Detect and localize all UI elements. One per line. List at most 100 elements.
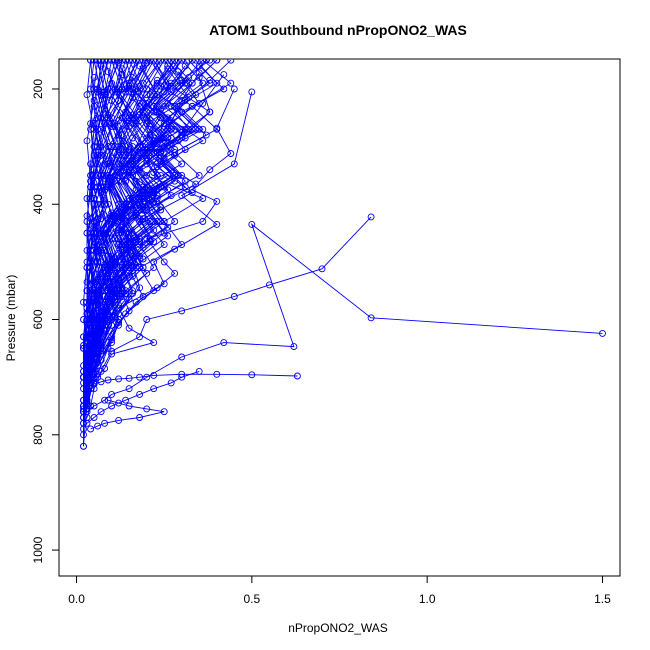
data-point — [118, 200, 126, 208]
data-point — [87, 125, 95, 133]
data-point — [94, 362, 102, 370]
data-point — [174, 137, 182, 145]
data-point — [227, 79, 235, 87]
data-point — [97, 269, 105, 277]
data-point — [160, 82, 168, 90]
series-line-1 — [83, 88, 235, 412]
x-tick-label: 0.0 — [68, 592, 85, 606]
data-point — [122, 108, 130, 116]
data-point — [115, 177, 123, 185]
data-point — [108, 278, 116, 286]
data-point — [139, 148, 147, 156]
data-point — [206, 166, 214, 174]
data-point — [206, 76, 214, 84]
data-point — [153, 195, 161, 202]
data-point — [160, 102, 168, 110]
x-tick-label: 0.5 — [244, 592, 261, 606]
data-point — [129, 114, 137, 122]
data-point — [125, 59, 133, 64]
data-point — [171, 269, 179, 277]
data-point — [97, 378, 105, 386]
x-axis-label: nPropONO2_WAS — [288, 621, 388, 635]
data-point — [150, 339, 158, 347]
data-point — [150, 371, 158, 379]
data-point — [195, 125, 203, 133]
data-point — [87, 85, 95, 93]
data-point — [97, 59, 105, 64]
data-point — [132, 298, 140, 306]
data-point — [136, 166, 144, 174]
data-point — [80, 442, 87, 450]
data-point — [129, 195, 137, 202]
x-tick-label: 1.5 — [594, 592, 611, 606]
data-point — [87, 287, 95, 295]
data-point — [90, 278, 98, 286]
data-point — [178, 97, 186, 104]
data-point — [104, 200, 112, 208]
x-axis: 0.0 0.5 1.0 1.5 — [68, 575, 611, 606]
data-point — [87, 333, 95, 341]
data-point — [129, 85, 137, 93]
data-point — [87, 298, 95, 306]
data-point — [83, 137, 91, 145]
data-point — [83, 339, 91, 347]
series-line-90 — [90, 399, 165, 430]
data-point — [181, 125, 189, 133]
data-point — [90, 151, 98, 159]
data-point — [146, 148, 154, 156]
data-point — [206, 108, 214, 116]
series-line-70 — [83, 60, 99, 378]
data-point — [136, 218, 144, 225]
data-point — [227, 150, 235, 157]
data-point — [94, 316, 102, 323]
data-point — [171, 171, 179, 179]
data-point — [101, 278, 109, 286]
data-point — [118, 59, 126, 64]
data-point — [111, 85, 119, 93]
data-point — [150, 134, 158, 142]
data-point — [185, 59, 193, 64]
data-point — [97, 287, 105, 295]
data-point — [178, 160, 186, 168]
data-point — [101, 105, 109, 113]
x-tick-label: 1.0 — [419, 592, 436, 606]
data-point — [90, 373, 98, 381]
data-point — [164, 65, 172, 73]
data-point — [87, 425, 95, 433]
data-point — [265, 281, 273, 289]
data-point — [199, 79, 207, 87]
data-point — [164, 82, 172, 90]
data-point — [115, 229, 123, 237]
data-point — [143, 157, 151, 165]
data-point — [97, 316, 105, 323]
data-point — [87, 344, 95, 352]
data-point — [90, 143, 98, 151]
data-point — [143, 108, 151, 116]
data-point — [90, 246, 98, 254]
series-lines-layer — [83, 59, 603, 447]
data-point — [157, 203, 165, 211]
data-point — [146, 235, 154, 243]
data-point — [195, 62, 203, 70]
data-point — [188, 125, 196, 133]
data-point — [153, 140, 161, 148]
data-point — [80, 362, 87, 370]
data-point — [94, 171, 102, 179]
data-point — [115, 200, 123, 208]
data-point — [97, 229, 105, 237]
data-point — [97, 143, 105, 151]
data-point — [157, 218, 165, 225]
data-point — [199, 195, 207, 202]
data-point — [171, 102, 179, 110]
data-point — [118, 65, 126, 73]
data-point — [181, 62, 189, 70]
data-point — [101, 298, 109, 306]
data-point — [160, 218, 168, 225]
data-point — [87, 171, 95, 179]
data-point — [178, 171, 186, 179]
data-point — [213, 79, 221, 87]
data-point — [157, 148, 165, 156]
data-point — [213, 197, 221, 205]
data-point — [129, 59, 137, 64]
data-point — [118, 125, 126, 133]
